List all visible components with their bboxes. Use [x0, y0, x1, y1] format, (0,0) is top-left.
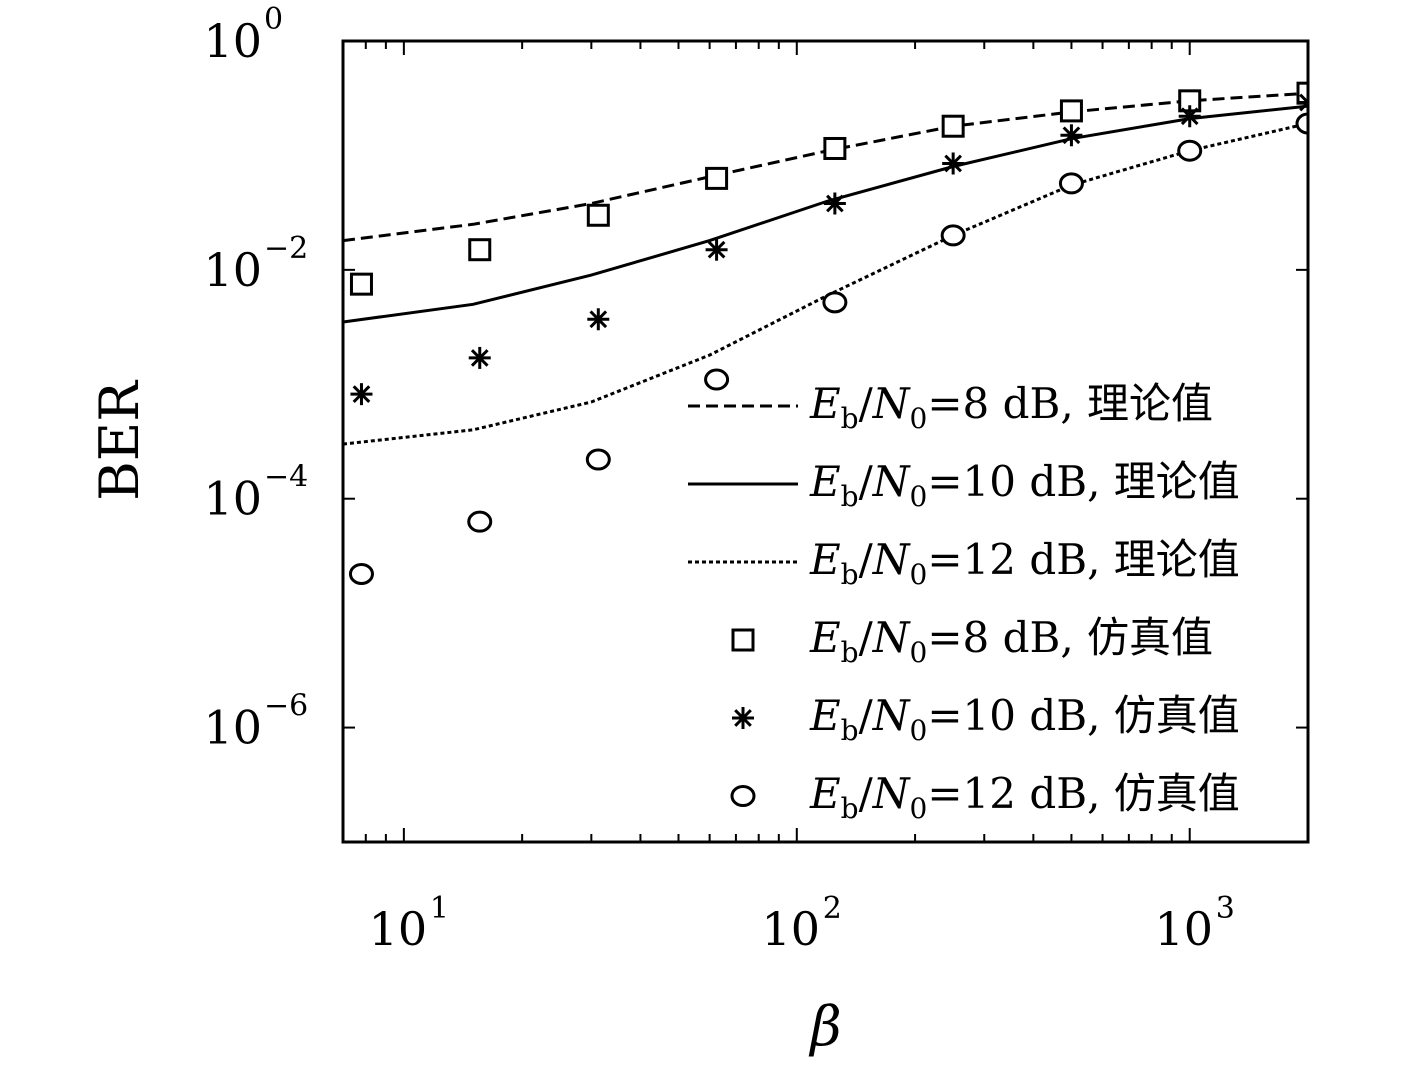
data-point [468, 346, 491, 369]
x-tick-label: 10 1 [369, 891, 449, 956]
svg-text:10: 10 [762, 902, 821, 956]
svg-text:10: 10 [369, 902, 428, 956]
legend-label: Eb/N0=8 dB, 仿真值 [809, 613, 1213, 669]
data-point [823, 136, 847, 160]
svg-text:10: 10 [203, 472, 262, 526]
data-point [467, 510, 493, 533]
legend: Eb/N0=8 dB, 理论值 Eb/N0=10 dB, 理论值 Eb/N0=12 … [688, 379, 1240, 825]
y-axis-label: BER [88, 380, 151, 501]
y-tick-label: 10 0 [203, 2, 283, 68]
data-point [940, 224, 966, 247]
x-axis-label: β [808, 995, 841, 1058]
svg-text:−2: −2 [264, 231, 308, 266]
data-point [1296, 81, 1308, 105]
axes-layer [341, 39, 1310, 844]
legend-entry: Eb/N0=12 dB, 理论值 [688, 535, 1240, 591]
svg-text:−6: −6 [264, 689, 308, 724]
legend-label: Eb/N0=12 dB, 理论值 [809, 535, 1240, 591]
series-layer [343, 81, 1308, 585]
svg-text:3: 3 [1216, 891, 1235, 926]
series-5 [350, 91, 1308, 406]
svg-text:2: 2 [823, 891, 842, 926]
tick-labels: 10 1 10 2 10 310 010 −210 −410 −6 [203, 2, 1234, 956]
data-point [349, 272, 373, 296]
data-point [587, 308, 610, 331]
legend-label: Eb/N0=10 dB, 仿真值 [809, 691, 1240, 747]
legend-entry: Eb/N0=12 dB, 仿真值 [730, 769, 1240, 825]
data-point [348, 562, 374, 585]
data-point [1059, 99, 1083, 123]
x-tick-label: 10 3 [1154, 891, 1234, 956]
data-point [1058, 172, 1084, 195]
y-tick-label: 10 −2 [203, 231, 308, 297]
data-point [1178, 105, 1201, 128]
data-point [468, 238, 492, 262]
legend-entry: Eb/N0=10 dB, 理论值 [688, 457, 1240, 513]
x-tick-label: 10 2 [762, 891, 842, 956]
data-point [1297, 91, 1308, 114]
legend-entry: Eb/N0=10 dB, 仿真值 [732, 691, 1240, 747]
data-point [705, 166, 729, 190]
data-point [350, 383, 373, 406]
legend-entry: Eb/N0=8 dB, 仿真值 [731, 613, 1213, 669]
svg-text:0: 0 [264, 2, 283, 37]
data-point [585, 448, 611, 471]
legend-label: Eb/N0=10 dB, 理论值 [809, 457, 1240, 513]
y-tick-label: 10 −6 [203, 689, 308, 755]
series-line [343, 104, 1308, 324]
data-point [1177, 139, 1203, 162]
series-line [343, 91, 1308, 243]
data-point [1295, 112, 1308, 135]
plot-frame [341, 39, 1310, 844]
legend-label: Eb/N0=8 dB, 理论值 [809, 379, 1213, 435]
data-point [823, 192, 846, 215]
svg-text:10: 10 [203, 14, 262, 68]
svg-text:10: 10 [203, 701, 262, 755]
data-point [942, 152, 965, 175]
svg-text:10: 10 [1154, 902, 1213, 956]
legend-swatch [730, 785, 756, 807]
y-tick-label: 10 −4 [203, 460, 308, 526]
svg-text:−4: −4 [264, 460, 308, 495]
legend-label: Eb/N0=12 dB, 仿真值 [809, 769, 1240, 825]
data-point [704, 368, 730, 391]
legend-swatch [732, 707, 754, 729]
legend-entry: Eb/N0=8 dB, 理论值 [688, 379, 1213, 435]
svg-text:10: 10 [203, 243, 262, 297]
data-point [705, 238, 728, 261]
data-point [822, 291, 848, 314]
data-point [941, 114, 965, 138]
series-2 [343, 104, 1308, 324]
legend-swatch [731, 628, 755, 652]
data-point [1060, 124, 1083, 147]
series-1 [343, 91, 1308, 243]
svg-text:1: 1 [430, 891, 449, 926]
data-point [586, 203, 610, 227]
series-4 [349, 81, 1308, 296]
series-6 [348, 112, 1308, 585]
